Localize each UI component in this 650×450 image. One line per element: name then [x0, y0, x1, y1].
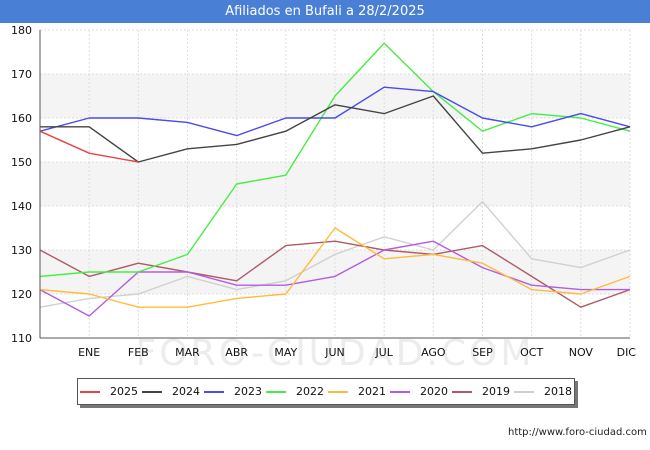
axes: 110 120 130 140 150 160 170 180 ENE FEB MAR ABR MAY J…	[11, 24, 636, 359]
legend-item-2025: 2025	[80, 385, 138, 398]
legend-item-2024: 2024	[142, 385, 200, 398]
legend-label: 2023	[234, 385, 262, 398]
series-line-2019	[39, 240, 631, 308]
x-tick-label: AGO	[421, 346, 446, 359]
legend-swatch	[514, 390, 534, 393]
legend-label: 2018	[544, 385, 572, 398]
watermark: FORO-CIUDAD.COM	[136, 333, 535, 374]
legend-label: 2025	[110, 385, 138, 398]
legend: 2025 2024 2023 2022 2021 2020 2019 2018	[77, 378, 575, 405]
x-tick-label: JUL	[374, 346, 393, 359]
y-tick-label: 110	[11, 332, 32, 345]
y-tick-label: 170	[11, 68, 32, 81]
y-tick-label: 180	[11, 24, 32, 37]
legend-item-2022: 2022	[266, 385, 324, 398]
legend-swatch	[80, 390, 100, 393]
x-tick-label: FEB	[128, 346, 149, 359]
legend-swatch	[266, 390, 286, 393]
y-tick-label: 120	[11, 288, 32, 301]
x-tick-label: DIC	[617, 346, 637, 359]
chart-title: Afiliados en Bufali a 28/2/2025	[0, 0, 650, 23]
series-line-2022	[39, 42, 631, 278]
x-tick-label: MAR	[175, 346, 200, 359]
legend-item-2021: 2021	[328, 385, 386, 398]
x-tick-label: NOV	[569, 346, 594, 359]
y-tick-label: 160	[11, 112, 32, 125]
x-tick-label: JUN	[324, 346, 345, 359]
series-line-2023	[39, 86, 631, 137]
x-tick-label: OCT	[520, 346, 543, 359]
legend-swatch	[390, 390, 410, 393]
x-tick-label: SEP	[472, 346, 493, 359]
legend-swatch	[204, 390, 224, 393]
legend-item-2018: 2018	[514, 385, 572, 398]
legend-label: 2024	[172, 385, 200, 398]
y-tick-label: 150	[11, 156, 32, 169]
series-lines	[39, 42, 631, 317]
legend-item-2023: 2023	[204, 385, 262, 398]
series-line-2025	[39, 130, 139, 163]
x-tick-label: MAY	[274, 346, 297, 359]
x-tick-label: ENE	[78, 346, 100, 359]
legend-swatch	[142, 390, 162, 393]
legend-label: 2022	[296, 385, 324, 398]
x-tick-label: ABR	[225, 346, 248, 359]
series-line-2018	[39, 200, 631, 308]
legend-label: 2020	[420, 385, 448, 398]
y-tick-label: 130	[11, 244, 32, 257]
legend-label: 2021	[358, 385, 386, 398]
legend-item-2019: 2019	[452, 385, 510, 398]
y-tick-label: 140	[11, 200, 32, 213]
legend-label: 2019	[482, 385, 510, 398]
series-line-2021	[39, 227, 631, 308]
legend-item-2020: 2020	[390, 385, 448, 398]
legend-swatch	[452, 390, 472, 393]
legend-swatch	[328, 390, 348, 393]
source-credit: http://www.foro-ciudad.com	[508, 427, 647, 438]
